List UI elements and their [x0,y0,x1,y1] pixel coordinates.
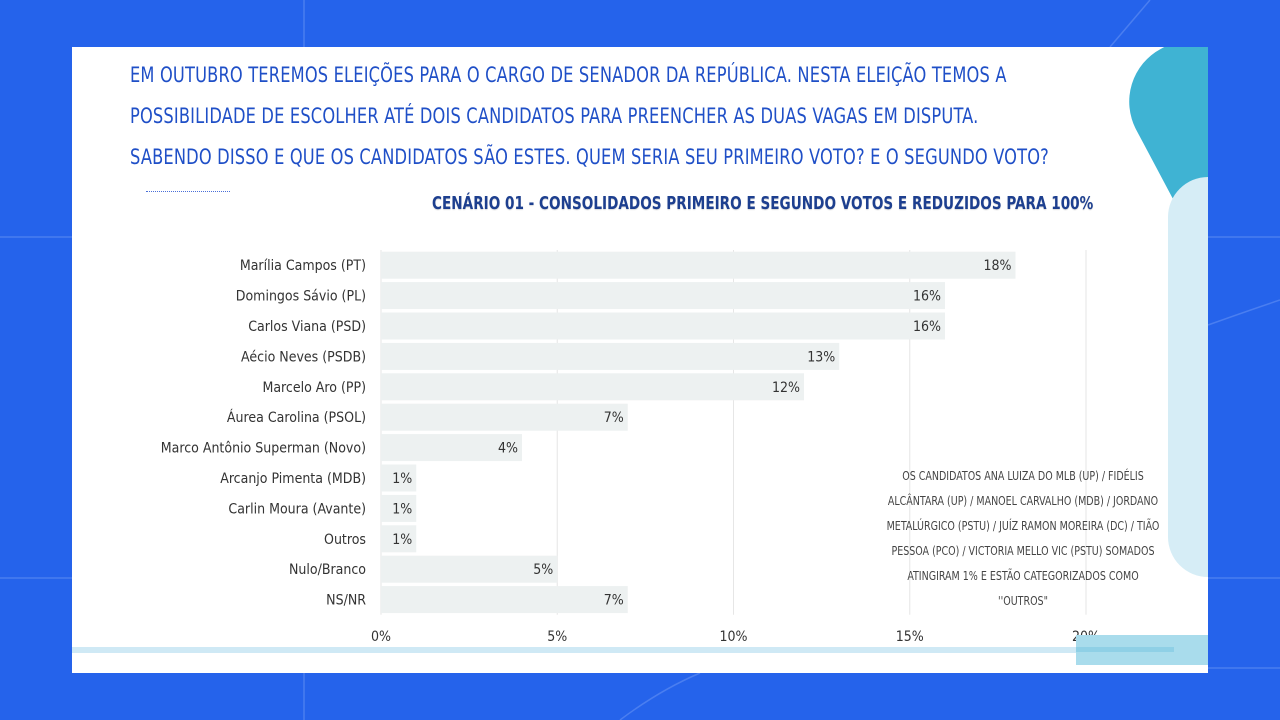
bar [381,464,417,492]
category-label: Marco Antônio Superman (Novo) [161,441,366,457]
data-label: 1% [392,471,412,487]
data-label: 5% [533,562,553,578]
bar [381,312,945,340]
bar [381,373,804,401]
data-label: 4% [498,441,518,457]
category-label: NS/NR [326,593,366,609]
data-label: 1% [392,532,412,548]
category-label: Marília Campos (PT) [240,258,366,274]
data-label: 16% [913,289,941,305]
bar [381,434,522,462]
bar [381,342,840,370]
question-line: POSSIBILIDADE DE ESCOLHER ATÉ DOIS CANDI… [130,104,979,128]
bar [381,586,628,614]
data-label: 1% [392,501,412,517]
category-label: Carlin Moura (Avante) [228,501,366,517]
bar [381,494,417,522]
category-label: Carlos Viana (PSD) [248,319,366,335]
bar [381,555,558,583]
dotted-divider [146,191,230,192]
category-label: Nulo/Branco [289,562,366,578]
others-footnote: OS CANDIDATOS ANA LUIZA DO MLB (UP) / FI… [886,469,1160,608]
question-line: EM OUTUBRO TEREMOS ELEIÇÕES PARA O CARGO… [130,63,1007,87]
category-label: Aécio Neves (PSDB) [241,349,366,365]
category-label: Arcanjo Pimenta (MDB) [220,471,366,487]
bar-chart: 0%5%10%15%20%Marília Campos (PT)18%Domin… [161,250,1100,645]
question-line: SABENDO DISSO E QUE OS CANDIDATOS SÃO ES… [130,145,1049,169]
footer-band [72,647,1174,653]
bar [381,403,628,431]
category-label: Outros [324,532,366,548]
bar [381,251,1016,279]
decorative-shape [1168,177,1208,577]
category-label: Marcelo Aro (PP) [262,380,366,396]
category-label: Domingos Sávio (PL) [236,289,366,305]
slide-card: EM OUTUBRO TEREMOS ELEIÇÕES PARA O CARGO… [72,47,1208,673]
survey-question: EM OUTUBRO TEREMOS ELEIÇÕES PARA O CARGO… [130,55,1049,178]
x-tick-label: 0% [371,629,391,645]
chart-title: CENÁRIO 01 - CONSOLIDADOS PRIMEIRO E SEG… [432,193,1094,214]
category-label: Áurea Carolina (PSOL) [227,409,366,426]
data-label: 13% [807,349,835,365]
data-label: 16% [913,319,941,335]
bar [381,282,945,310]
bar [381,525,417,553]
data-label: 18% [984,258,1012,274]
x-tick-label: 10% [720,629,748,645]
x-tick-label: 5% [547,629,567,645]
data-label: 7% [604,410,624,426]
x-tick-label: 15% [896,629,924,645]
data-label: 7% [604,593,624,609]
data-label: 12% [772,380,800,396]
footer-block [1076,635,1208,665]
